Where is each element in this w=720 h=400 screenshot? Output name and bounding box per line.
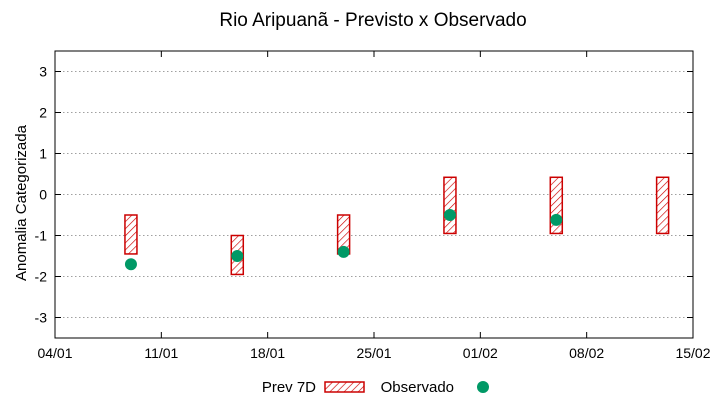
series-observado [124,209,563,271]
observado-point [231,250,244,262]
legend-swatch-observado [477,381,489,393]
y-tick-label: 0 [39,187,47,203]
chart-title: Rio Aripuanã - Previsto x Observado [219,10,526,31]
x-axis: 04/01 11/01 18/01 25/01 01/02 08/02 15/02 [37,51,711,361]
legend: Prev 7D Observado [262,379,489,396]
grid-lines [55,71,693,318]
y-tick-label: -2 [35,269,48,285]
observado-point [124,258,137,271]
y-tick-label: -3 [35,310,48,326]
x-tick-label: 18/01 [250,345,285,361]
y-tick-label: -1 [35,228,48,244]
plot-frame [54,50,694,339]
y-tick-label: 1 [39,146,47,162]
observado-point [443,209,456,221]
x-tick-label: 01/02 [463,345,498,361]
legend-label-observado: Observado [381,379,454,396]
x-tick-label: 15/02 [675,345,710,361]
prev-7d-bar [655,176,670,235]
legend-swatch-prev-7d [324,381,365,393]
y-tick-label: 2 [39,105,47,121]
x-tick-label: 25/01 [356,345,391,361]
x-tick-label: 11/01 [144,345,178,361]
x-tick-label: 08/02 [569,345,604,361]
series-prev-7d [124,176,670,276]
prev-7d-bar [443,176,457,235]
prev-7d-bar [124,214,138,255]
observado-point [337,245,350,258]
y-tick-label: 3 [39,64,47,80]
x-tick-label: 04/01 [37,345,72,361]
y-axis: -3 -2 -1 0 1 2 3 [35,64,693,326]
y-axis-label: Anomalia Categorizada [13,124,30,281]
legend-label-prev-7d: Prev 7D [262,379,316,396]
observado-point [550,213,563,226]
